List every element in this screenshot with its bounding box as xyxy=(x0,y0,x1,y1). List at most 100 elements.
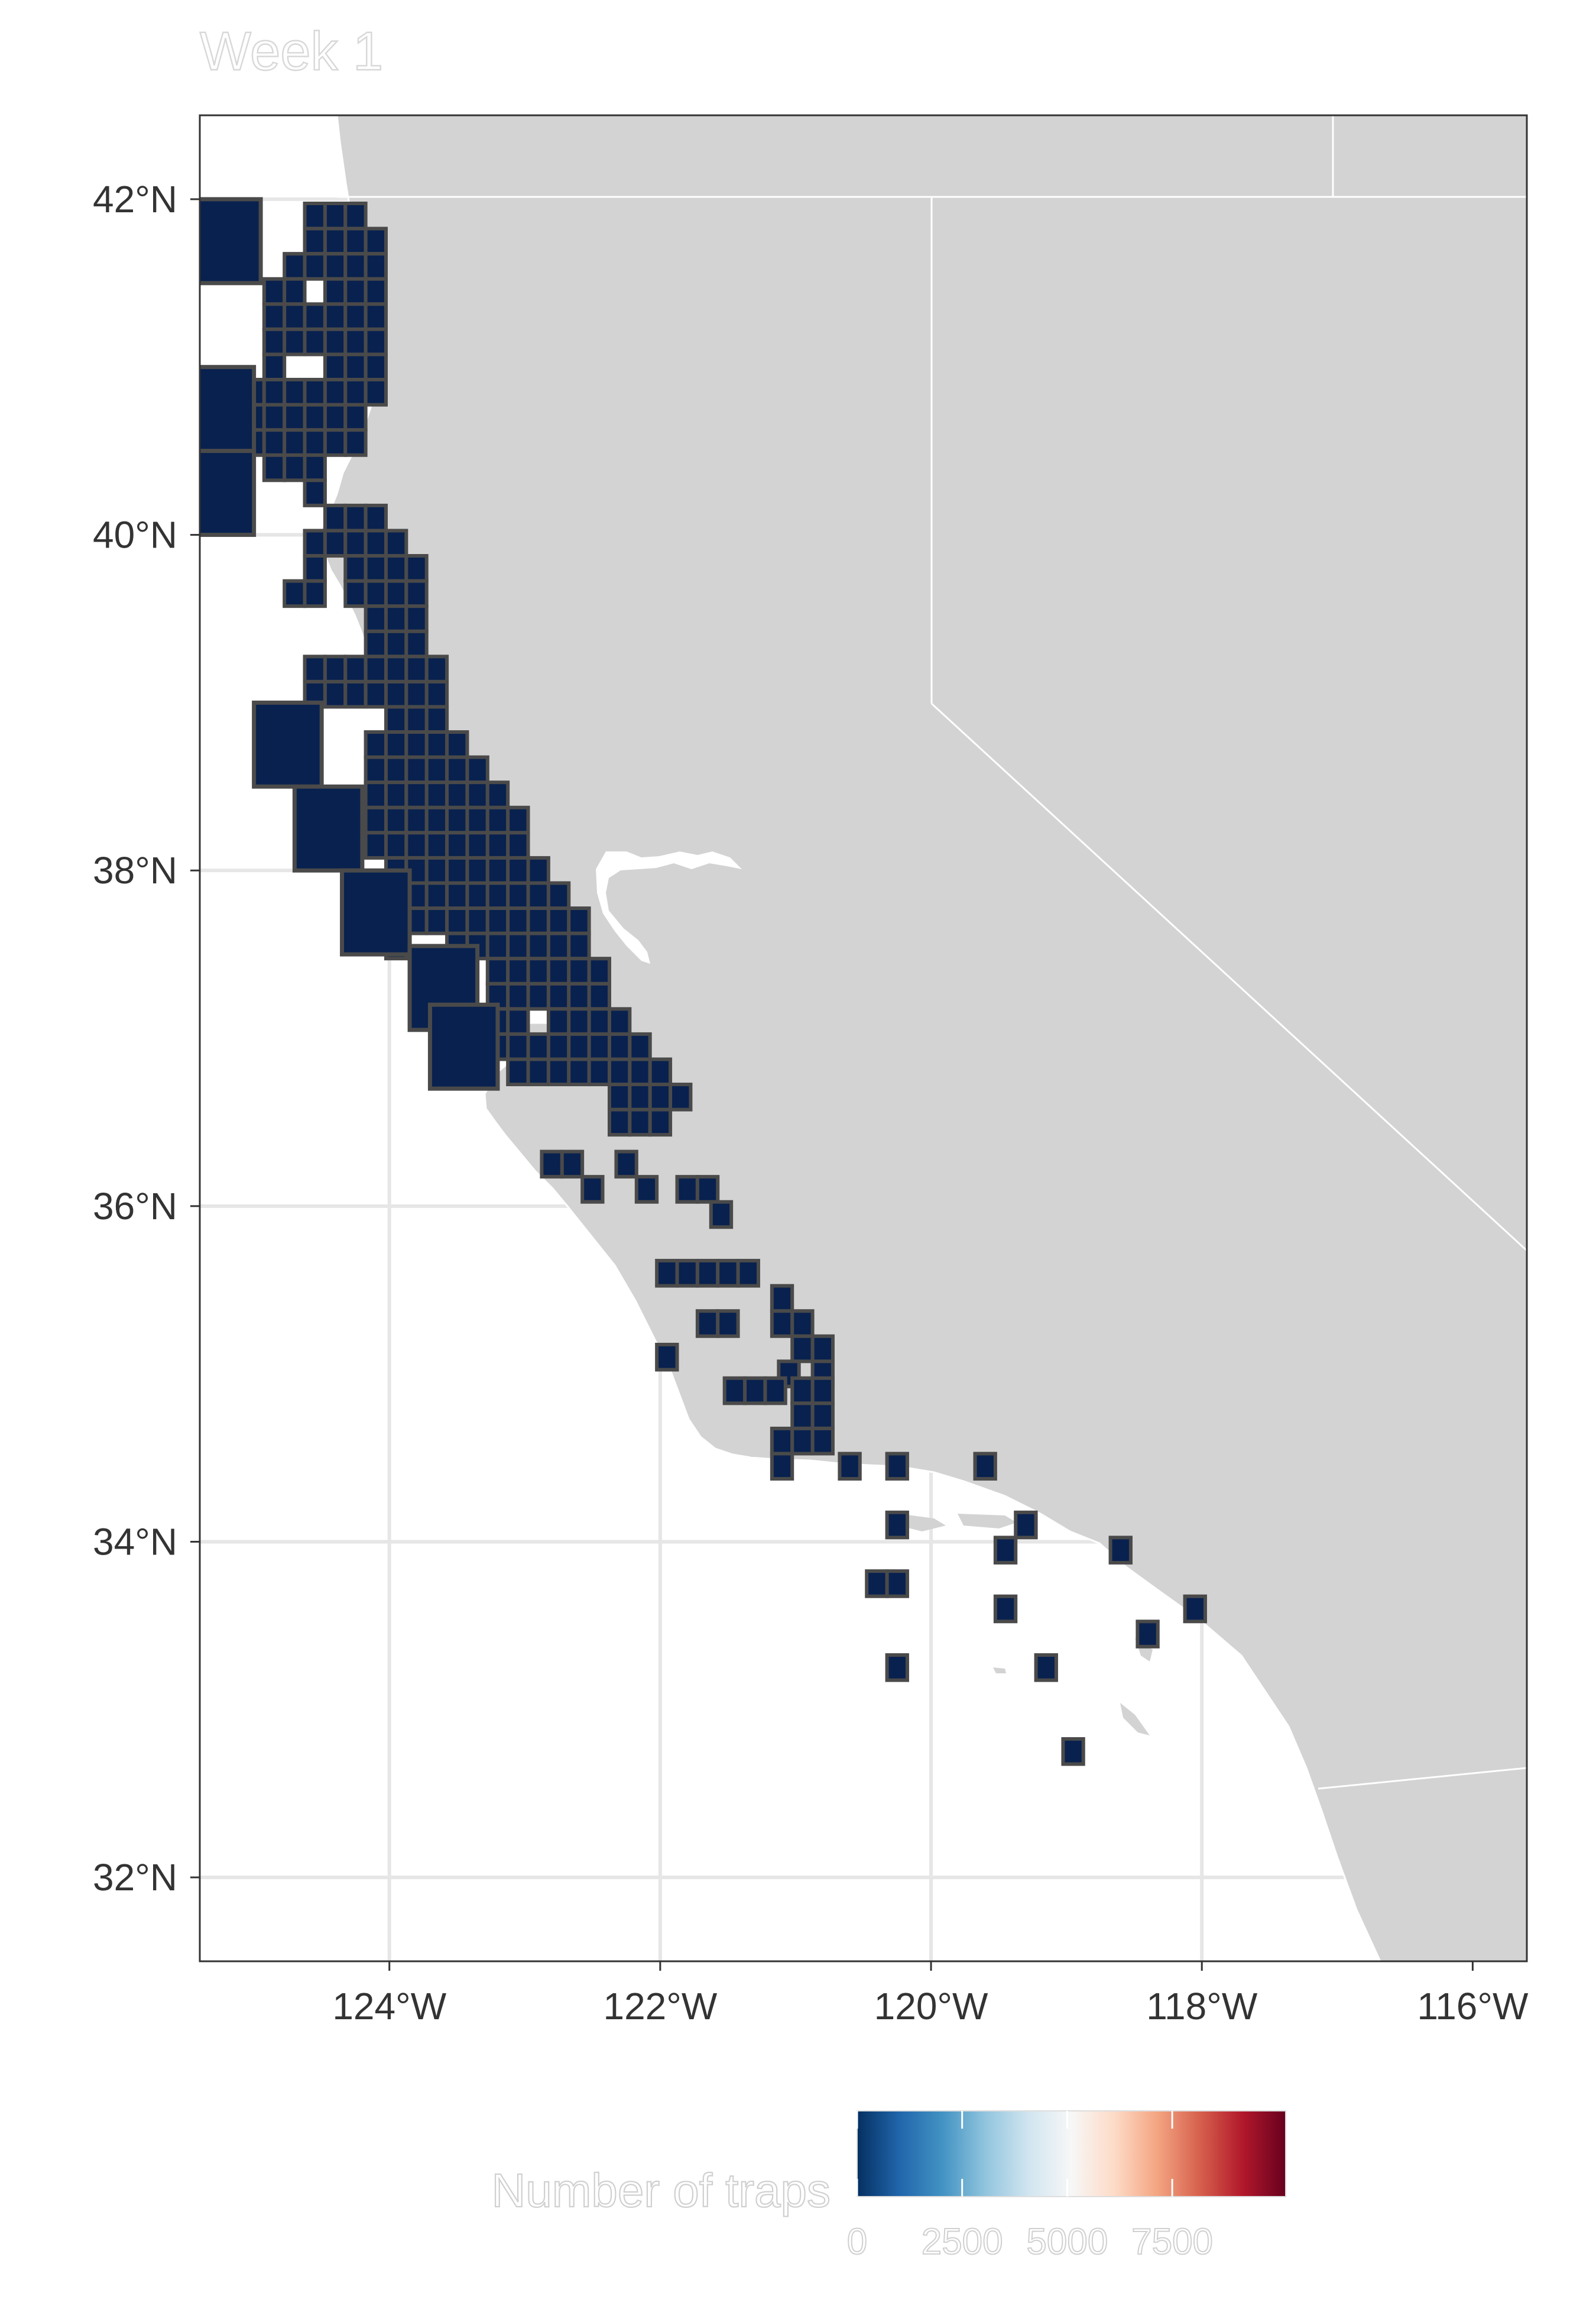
trap-cell xyxy=(546,1057,571,1087)
trap-cell xyxy=(885,1569,909,1598)
trap-cell xyxy=(567,957,591,986)
trap-cell xyxy=(384,805,408,835)
trap-cell xyxy=(364,679,388,709)
trap-cell xyxy=(323,277,348,306)
trap-cell xyxy=(722,1376,747,1405)
trap-cell xyxy=(384,730,408,759)
legend-tick-label: 5000 xyxy=(1026,2221,1108,2262)
trap-cell xyxy=(810,1376,835,1405)
trap-cell xyxy=(323,403,348,432)
trap-cell xyxy=(343,655,368,684)
trap-cell xyxy=(546,1032,571,1061)
trap-cell xyxy=(546,957,571,986)
trap-cell xyxy=(343,277,368,306)
trap-cell xyxy=(283,428,307,457)
trap-cell xyxy=(587,1007,611,1036)
trap-cell xyxy=(810,1426,835,1456)
trap-cell xyxy=(628,1057,652,1087)
trap-cell xyxy=(262,277,287,306)
trap-cell xyxy=(736,1259,760,1288)
trap-cell xyxy=(506,831,530,860)
trap-cell xyxy=(262,302,287,331)
trap-cell xyxy=(506,1007,530,1036)
trap-cell xyxy=(546,1007,571,1036)
trap-cell xyxy=(506,957,530,986)
trap-cell xyxy=(810,1401,835,1430)
trap-cell xyxy=(485,856,510,885)
trap-cell xyxy=(993,1536,1018,1565)
lon-tick-label: 120°W xyxy=(874,1985,988,2028)
trap-cell xyxy=(465,856,489,885)
lon-tick-label: 122°W xyxy=(603,1985,717,2028)
trap-cell xyxy=(445,780,469,809)
legend-tick-label: 7500 xyxy=(1131,2221,1213,2262)
trap-cell xyxy=(323,352,348,382)
trap-cell xyxy=(526,881,550,911)
trap-cell xyxy=(364,629,388,659)
trap-cell xyxy=(262,428,287,457)
trap-cell xyxy=(810,1334,835,1363)
trap-cell xyxy=(364,831,388,860)
lat-tick-label: 42°N xyxy=(93,178,177,221)
trap-cell xyxy=(343,226,368,256)
trap-cell xyxy=(607,1007,632,1036)
trap-cell xyxy=(485,957,510,986)
trap-cell xyxy=(424,655,449,684)
legend-colorbar xyxy=(857,2110,1286,2197)
trap-cell xyxy=(303,226,327,256)
trap-cell xyxy=(770,1309,794,1338)
trap-cell xyxy=(485,906,510,935)
trap-cell xyxy=(343,503,368,533)
trap-cell xyxy=(303,579,327,608)
trap-cell xyxy=(485,780,510,809)
trap-cell xyxy=(526,931,550,961)
trap-cell xyxy=(384,579,408,608)
trap-cell xyxy=(303,478,327,507)
trap-cell xyxy=(384,831,408,860)
trap-cell xyxy=(465,755,489,785)
trap-cell xyxy=(526,906,550,935)
trap-cell xyxy=(303,302,327,331)
trap-cell-large xyxy=(292,784,365,873)
trap-cell xyxy=(1034,1653,1058,1682)
trap-cell xyxy=(343,302,368,331)
map-panel xyxy=(200,115,1527,1961)
trap-cell xyxy=(695,1175,720,1204)
trap-cell xyxy=(445,856,469,885)
trap-cell xyxy=(364,226,388,256)
trap-cell xyxy=(283,252,307,281)
trap-cell xyxy=(283,327,307,357)
trap-cell xyxy=(790,1334,815,1363)
trap-cell xyxy=(303,403,327,432)
trap-cell xyxy=(770,1452,794,1481)
trap-cell xyxy=(445,755,469,785)
trap-cell xyxy=(343,428,368,457)
trap-cell xyxy=(404,780,429,809)
trap-cell xyxy=(526,856,550,885)
trap-cell xyxy=(993,1594,1018,1624)
trap-cell xyxy=(675,1175,699,1204)
trap-cell xyxy=(770,1284,794,1313)
trap-cell xyxy=(323,378,348,407)
legend: Number of traps 0 2500 5000 7500 xyxy=(491,2110,1286,2263)
trap-cell xyxy=(465,881,489,911)
trap-cell xyxy=(580,1175,605,1204)
trap-cell xyxy=(404,730,429,759)
trap-cell xyxy=(648,1057,673,1087)
trap-cell xyxy=(262,378,287,407)
trap-cell xyxy=(303,252,327,281)
trap-cell xyxy=(404,604,429,633)
trap-cell xyxy=(323,226,348,256)
trap-cell xyxy=(506,1057,530,1087)
trap-cell xyxy=(567,982,591,1011)
trap-cell xyxy=(303,655,327,684)
trap-cell xyxy=(303,202,327,231)
trap-cell xyxy=(404,805,429,835)
trap-cell xyxy=(546,881,571,911)
lat-tick-label: 40°N xyxy=(93,514,177,556)
trap-cell xyxy=(485,881,510,911)
trap-cell xyxy=(716,1259,740,1288)
trap-cell-large xyxy=(200,365,257,454)
trap-cell xyxy=(384,554,408,583)
